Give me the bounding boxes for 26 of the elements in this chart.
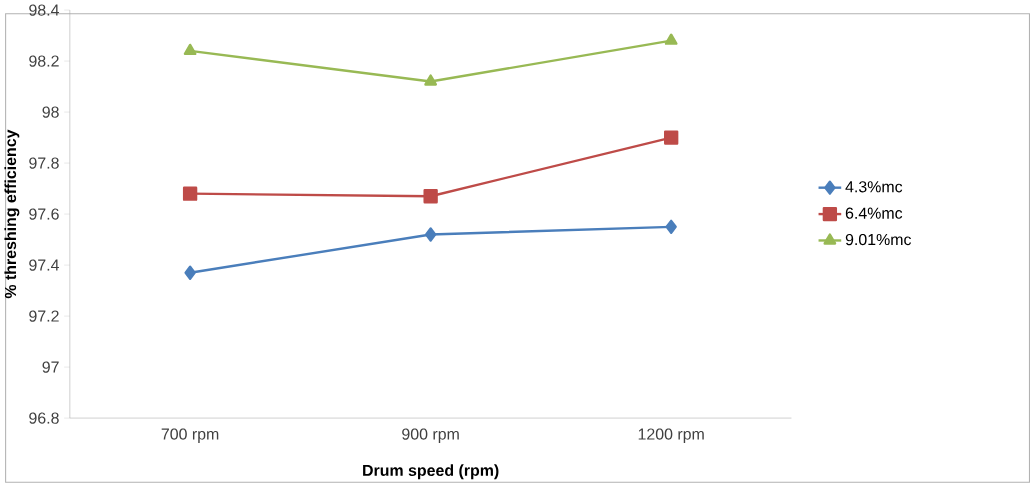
legend-label: 4.3%mc — [845, 181, 903, 193]
legend-label: 6.4%mc — [845, 207, 903, 219]
y-tick-label: 97.4 — [29, 259, 60, 271]
y-tick-label: 97.8 — [29, 157, 59, 169]
point — [182, 186, 198, 202]
y-tick-label: 96.8 — [29, 412, 59, 424]
x-tick-label: 700 rpm — [161, 428, 219, 444]
x-tick-label: 1200 rpm — [638, 428, 704, 444]
point — [423, 189, 438, 204]
point — [664, 33, 678, 46]
point — [424, 74, 438, 86]
x-axis-title: Drum speed (rpm) — [363, 464, 499, 480]
y-tick-label: 98.2 — [29, 55, 59, 67]
y-tick-label: 98.4 — [29, 4, 60, 16]
y-tick-label: 98 — [42, 106, 59, 118]
y-tick-label: 97 — [42, 361, 59, 373]
point — [424, 227, 437, 242]
point — [184, 265, 196, 281]
point — [664, 130, 679, 145]
y-tick-label: 97.6 — [29, 208, 59, 220]
y-tick-label: 97.2 — [29, 310, 59, 322]
point — [665, 219, 677, 235]
point — [183, 43, 197, 56]
x-tick-label: 900 rpm — [402, 428, 459, 444]
y-axis-title: % threshing efficiency — [4, 129, 20, 299]
legend-label: 9.01%mc — [845, 234, 912, 246]
